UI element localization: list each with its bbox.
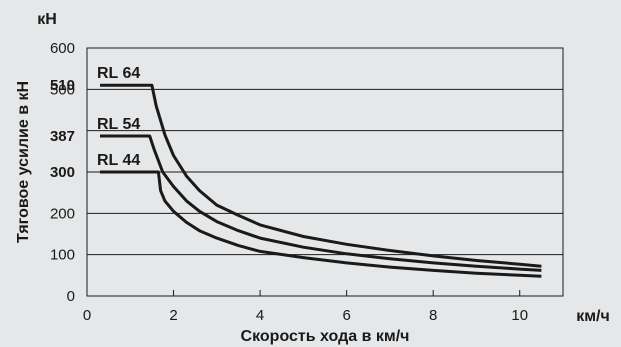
series-line <box>100 83 542 268</box>
x-tick-label: 8 <box>429 307 437 324</box>
series-label: RL 54 <box>97 116 140 133</box>
x-tick-label: 0 <box>83 307 91 324</box>
series-label: RL 44 <box>97 152 140 169</box>
y-tick-label: 200 <box>50 205 75 222</box>
series-line <box>100 134 542 272</box>
y-tick-label-highlight: 510 <box>50 77 75 94</box>
y-tick-label: 600 <box>50 40 75 57</box>
y-axis-title: Тяговое усилие в кН <box>15 81 32 243</box>
y-tick-label: 0 <box>67 288 75 305</box>
y-tick-label-highlight: 387 <box>50 128 75 145</box>
y-unit-label: кН <box>37 11 57 28</box>
y-tick-label: 500 <box>50 81 75 98</box>
x-tick-label: 4 <box>256 307 264 324</box>
x-tick-label: 6 <box>342 307 350 324</box>
x-tick-label: 10 <box>511 307 528 324</box>
x-unit-label: км/ч <box>576 308 610 325</box>
y-tick-label-highlight: 300 <box>50 164 75 181</box>
series-label: RL 64 <box>97 65 140 82</box>
x-axis-title: Скорость хода в км/ч <box>241 328 410 345</box>
y-tick-label: 100 <box>50 247 75 264</box>
series-line <box>100 170 542 278</box>
x-tick-label: 2 <box>169 307 177 324</box>
